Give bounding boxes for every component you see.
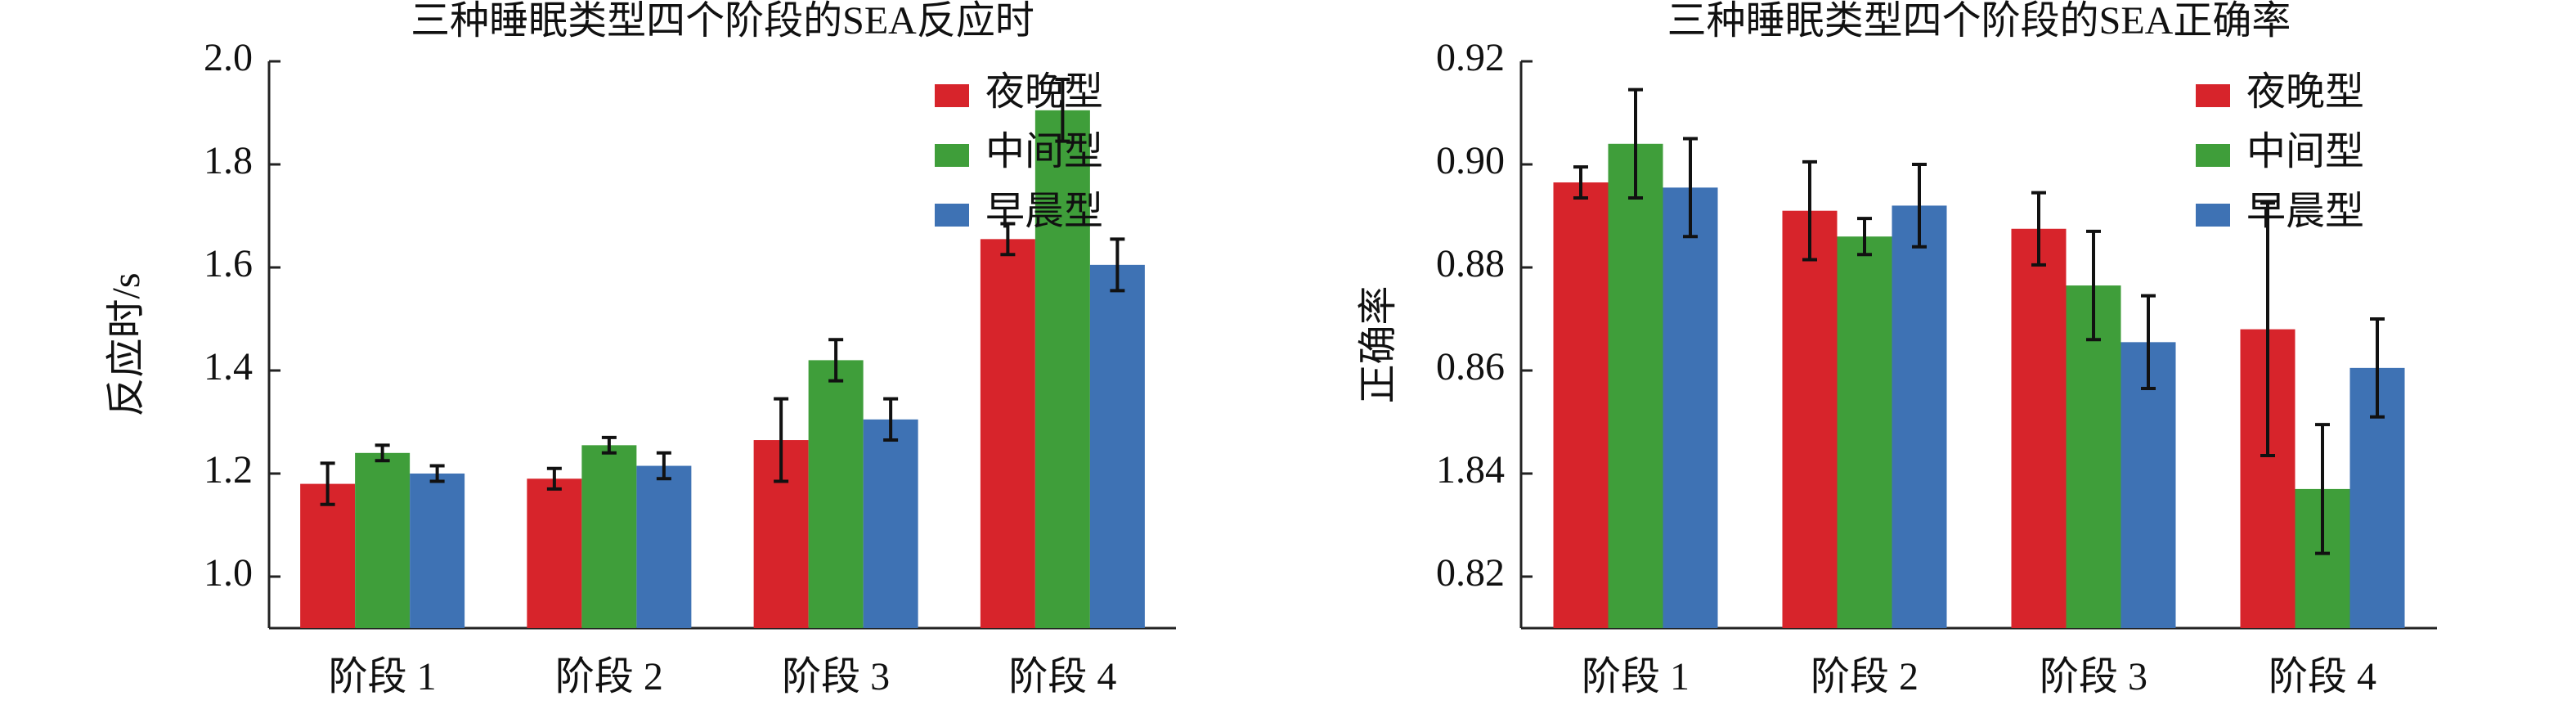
bar: [1837, 236, 1892, 628]
y-tick-label: 1.8: [204, 139, 253, 182]
legend-label: 中间型: [985, 130, 1103, 173]
x-tick-label: 阶段 1: [329, 655, 437, 698]
legend-swatch: [2196, 204, 2230, 227]
x-tick-label: 阶段 4: [1008, 655, 1116, 698]
y-tick-label: 0.86: [1436, 345, 1505, 388]
bar: [581, 445, 637, 628]
error-bar: [656, 451, 671, 481]
bar: [2011, 228, 2067, 628]
error-bar: [1683, 137, 1698, 239]
error-bar: [2370, 317, 2385, 419]
bar: [980, 239, 1035, 628]
error-bar: [601, 435, 617, 455]
error-bar: [2260, 201, 2275, 457]
bar: [1089, 264, 1145, 628]
error-bar: [546, 466, 562, 491]
legend-swatch: [935, 204, 969, 227]
y-tick-label: 1.6: [204, 242, 253, 285]
y-tick-label: 0.82: [1436, 551, 1505, 595]
y-tick-label: 0.88: [1436, 242, 1505, 285]
legend-label: 夜晚型: [2246, 70, 2364, 114]
legend-swatch: [2196, 84, 2230, 107]
bar: [863, 419, 918, 628]
error-bar: [1110, 237, 1125, 293]
x-tick-label: 阶段 2: [1811, 655, 1919, 698]
error-bar: [1573, 165, 1588, 200]
legend-swatch: [2196, 144, 2230, 167]
bar: [527, 478, 582, 628]
x-tick-label: 阶段 2: [555, 655, 663, 698]
error-bar: [375, 443, 390, 463]
error-bar: [1857, 217, 1872, 257]
legend-label: 早晨型: [2246, 190, 2364, 233]
legend-label: 中间型: [2246, 130, 2364, 173]
error-bar: [320, 461, 335, 506]
bar: [1034, 110, 1090, 629]
error-bar: [2031, 191, 2046, 267]
y-tick-label: 0.92: [1436, 36, 1505, 79]
bar: [300, 483, 356, 628]
legend-swatch: [935, 84, 969, 107]
chart-title: 三种睡眠类型四个阶段的SEA正确率: [1667, 0, 2291, 43]
y-tick-label: 1.0: [204, 551, 253, 595]
bar: [1892, 205, 1947, 628]
x-tick-label: 阶段 1: [1582, 655, 1690, 698]
error-bar: [774, 397, 789, 483]
error-bar: [2315, 423, 2330, 555]
y-tick-label: 1.2: [204, 448, 253, 492]
bar: [808, 360, 864, 628]
error-bar: [2141, 294, 2156, 391]
y-tick-label: 1.84: [1436, 448, 1505, 492]
bar: [636, 465, 692, 628]
bar: [1553, 182, 1609, 629]
y-axis-label: 反应时/s: [105, 272, 148, 416]
legend-label: 早晨型: [985, 190, 1103, 233]
x-tick-label: 阶段 4: [2269, 655, 2376, 698]
error-bar: [1055, 78, 1070, 143]
error-bar: [1628, 88, 1643, 200]
bar: [1663, 187, 1718, 629]
error-bar: [828, 338, 844, 383]
y-tick-label: 0.90: [1436, 139, 1505, 182]
y-axis-label: 正确率: [1357, 285, 1400, 403]
bar: [410, 474, 465, 628]
y-tick-label: 1.4: [204, 345, 253, 388]
error-bar: [2086, 229, 2101, 342]
bar: [1782, 210, 1838, 628]
error-bar: [429, 464, 445, 483]
error-bar: [1802, 159, 1817, 262]
bar: [1608, 143, 1663, 629]
legend-swatch: [935, 144, 969, 167]
error-bar: [883, 397, 899, 442]
bar: [355, 452, 411, 628]
bar: [2066, 285, 2121, 628]
y-tick-label: 2.0: [204, 36, 253, 79]
error-bar: [1000, 222, 1016, 257]
x-tick-label: 阶段 3: [782, 655, 890, 698]
chart-title: 三种睡眠类型四个阶段的SEA反应时: [411, 0, 1034, 43]
error-bar: [1912, 163, 1927, 249]
x-tick-label: 阶段 3: [2040, 655, 2147, 698]
legend-label: 夜晚型: [985, 70, 1103, 114]
